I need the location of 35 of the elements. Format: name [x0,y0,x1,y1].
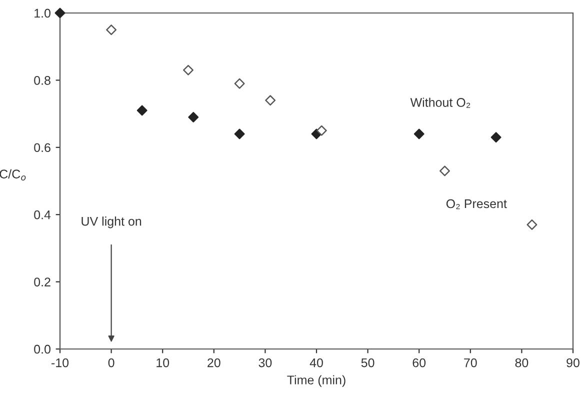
series-label: O₂ Present [446,199,507,210]
point [183,64,194,76]
x-tick-label: 40 [310,358,323,368]
x-tick-label: 10 [156,358,170,368]
x-tick-label: 50 [361,358,374,368]
x-tick-label: 80 [515,358,528,368]
y-tick-label: 1.0 [34,8,50,18]
point [265,95,276,106]
y-tick-label: 0.2 [34,278,50,286]
x-tick-label: 90 [566,358,580,368]
point [234,128,245,140]
annotation: UV light on [82,216,142,228]
x-tick-label: -10 [52,358,69,368]
point [440,166,450,176]
point [414,128,424,140]
y-tick-label: 0.0 [34,344,50,354]
x-tick-label: 20 [208,358,220,368]
x-tick-label: 60 [412,358,426,368]
y-tick-label: 0.6 [34,143,50,152]
point [316,125,327,136]
x-axis-title: Time (min) [287,375,346,387]
point [136,105,148,116]
point [106,24,117,36]
point [54,8,66,18]
point [526,219,538,230]
point [188,112,199,122]
point [234,78,245,89]
series-label: Without O₂ [410,98,470,108]
y-tick-label: 0.4 [34,210,51,220]
x-tick-label: 70 [464,358,477,368]
x-tick-label: 30 [258,358,272,368]
y-axis-title: C/C$_{o}$ [0,169,26,181]
x-tick-label: 0 [108,358,114,368]
y-tick-label: 0.8 [34,76,50,85]
point [490,132,502,143]
